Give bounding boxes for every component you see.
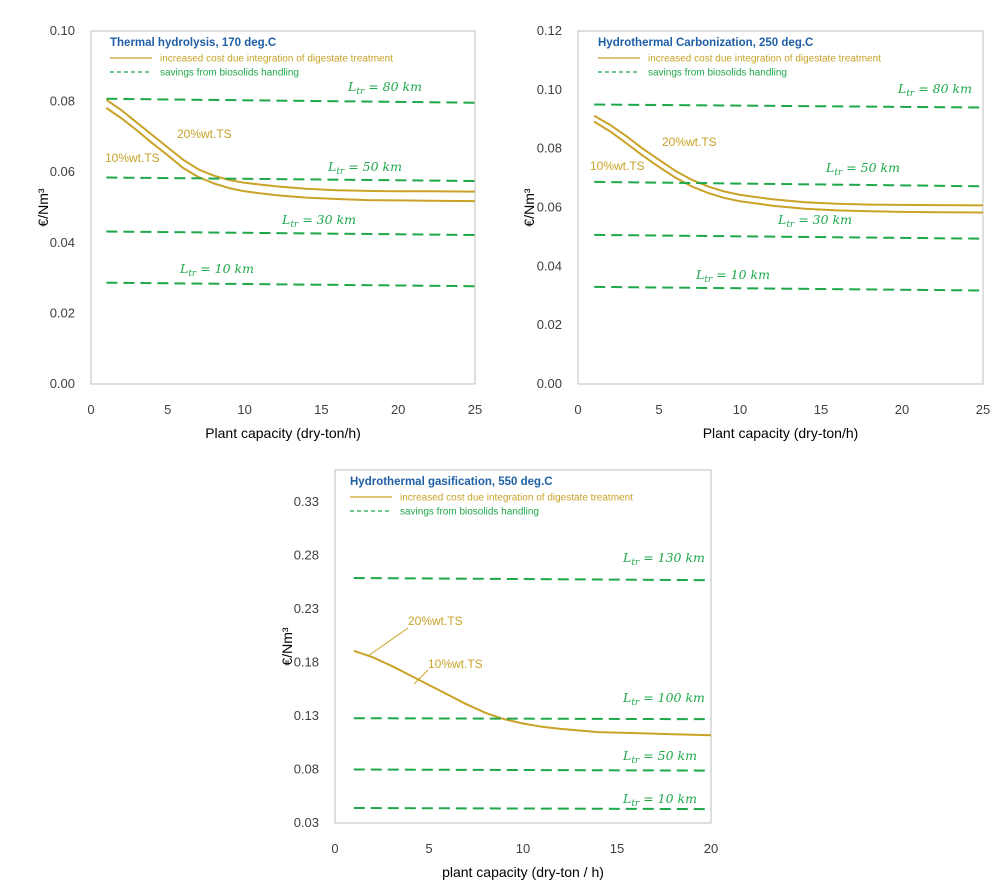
y-tick-label: 0.12 xyxy=(537,23,562,38)
y-tick-label: 0.13 xyxy=(294,708,319,723)
x-axis-label: Plant capacity (dry-ton/h) xyxy=(703,425,859,441)
x-tick-label: 0 xyxy=(331,841,338,856)
x-axis-label: plant capacity (dry-ton / h) xyxy=(442,864,604,880)
chart-title: Hydrothermal gasification, 550 deg.C xyxy=(350,476,553,488)
y-tick-label: 0.18 xyxy=(294,655,319,670)
legend-label: savings from biosolids handling xyxy=(400,507,539,518)
y-tick-label: 0.02 xyxy=(537,317,562,332)
x-tick-label: 20 xyxy=(704,841,718,856)
legend-label: increased cost due integration of digest… xyxy=(160,54,393,65)
annotation-label: 10%wt.TS xyxy=(105,151,160,165)
y-tick-label: 0.08 xyxy=(50,94,75,109)
x-tick-label: 20 xyxy=(391,402,405,417)
series-label: Ltr = 10 km xyxy=(695,267,770,285)
x-tick-label: 10 xyxy=(237,402,251,417)
y-tick-label: 0.06 xyxy=(50,164,75,179)
x-tick-label: 15 xyxy=(314,402,328,417)
y-tick-label: 0.08 xyxy=(537,141,562,156)
series-label: Ltr = 100 km xyxy=(622,690,705,708)
x-tick-label: 5 xyxy=(655,402,662,417)
series-line-savings xyxy=(106,176,476,182)
x-tick-label: 10 xyxy=(516,841,530,856)
series-line-cost xyxy=(353,649,712,737)
x-tick-label: 15 xyxy=(814,402,828,417)
x-tick-label: 0 xyxy=(87,402,94,417)
x-tick-label: 25 xyxy=(976,402,990,417)
y-axis-label: €/Nm³ xyxy=(35,188,51,226)
annotation-label: 10%wt.TS xyxy=(428,657,483,671)
y-tick-label: 0.10 xyxy=(537,82,562,97)
x-tick-label: 15 xyxy=(610,841,624,856)
series-line-savings xyxy=(353,807,712,811)
series-label: Ltr = 80 km xyxy=(897,81,972,99)
plot-area xyxy=(90,30,476,385)
series-label: Ltr = 130 km xyxy=(622,550,705,568)
annotation-leader xyxy=(413,669,429,685)
series-line-cost xyxy=(593,114,984,207)
series-label: Ltr = 50 km xyxy=(825,160,900,178)
chart-title: Hydrothermal Carbonization, 250 deg.C xyxy=(598,37,813,49)
series-line-savings xyxy=(106,281,476,288)
series-label: Ltr = 30 km xyxy=(777,212,852,230)
legend-label: savings from biosolids handling xyxy=(648,68,787,79)
series-line-savings xyxy=(594,103,984,109)
series-line-savings xyxy=(594,180,984,188)
y-tick-label: 0.04 xyxy=(537,258,562,273)
series-line-cost xyxy=(105,107,476,203)
x-tick-label: 0 xyxy=(574,402,581,417)
legend-label: savings from biosolids handling xyxy=(160,68,299,79)
x-tick-label: 5 xyxy=(425,841,432,856)
y-axis-label: €/Nm³ xyxy=(521,188,537,226)
annotation-leader xyxy=(367,627,409,657)
series-line-savings xyxy=(353,768,712,772)
y-tick-label: 0.06 xyxy=(537,200,562,215)
series-line-savings xyxy=(106,230,476,236)
annotation-label: 20%wt.TS xyxy=(408,614,463,628)
chart-panel-2: 0.00 0.02 0.04 0.06 0.08 0.10 0.12 0 5 10 15 20 25 Pl… xyxy=(521,23,990,441)
x-tick-label: 5 xyxy=(164,402,171,417)
annotation-label: 20%wt.TS xyxy=(177,127,232,141)
x-axis-label: Plant capacity (dry-ton/h) xyxy=(205,425,361,441)
x-tick-label: 10 xyxy=(733,402,747,417)
y-tick-label: 0.03 xyxy=(294,815,319,830)
series-line-savings xyxy=(594,285,984,292)
series-label: Ltr = 10 km xyxy=(179,261,254,279)
chart-panel-1: 0.00 0.02 0.04 0.06 0.08 0.10 0 5 10 15 20 25 Plant … xyxy=(35,23,482,441)
chart-title: Thermal hydrolysis, 170 deg.C xyxy=(110,37,276,49)
series-line-savings xyxy=(594,233,984,240)
x-tick-label: 20 xyxy=(895,402,909,417)
y-axis-label: €/Nm³ xyxy=(279,627,295,665)
series-line-cost xyxy=(593,120,984,214)
y-tick-label: 0.02 xyxy=(50,305,75,320)
series-line-savings xyxy=(353,577,712,582)
y-tick-label: 0.08 xyxy=(294,762,319,777)
y-tick-label: 0.33 xyxy=(294,494,319,509)
chart-panel-3: 0.03 0.08 0.13 0.18 0.23 0.28 0.33 0 5 10 15 20 plan… xyxy=(279,469,718,880)
plot-area xyxy=(577,30,984,385)
annotation-label: 20%wt.TS xyxy=(662,135,717,149)
y-tick-label: 0.04 xyxy=(50,235,75,250)
y-tick-label: 0.00 xyxy=(50,376,75,391)
series-label: Ltr = 50 km xyxy=(622,748,697,766)
plot-area xyxy=(334,469,712,824)
y-tick-label: 0.10 xyxy=(50,23,75,38)
y-tick-label: 0.00 xyxy=(537,376,562,391)
legend-label: increased cost due integration of digest… xyxy=(400,493,633,504)
series-label: Ltr = 30 km xyxy=(281,212,356,230)
legend-label: increased cost due integration of digest… xyxy=(648,54,881,65)
annotation-label: 10%wt.TS xyxy=(590,159,645,173)
series-line-cost xyxy=(105,98,476,193)
series-label: Ltr = 80 km xyxy=(347,79,422,97)
x-tick-label: 25 xyxy=(468,402,482,417)
series-line-savings xyxy=(106,97,476,104)
series-line-savings xyxy=(353,717,712,721)
y-tick-label: 0.28 xyxy=(294,548,319,563)
series-label: Ltr = 50 km xyxy=(327,159,402,177)
y-tick-label: 0.23 xyxy=(294,601,319,616)
series-label: Ltr = 10 km xyxy=(622,791,697,809)
